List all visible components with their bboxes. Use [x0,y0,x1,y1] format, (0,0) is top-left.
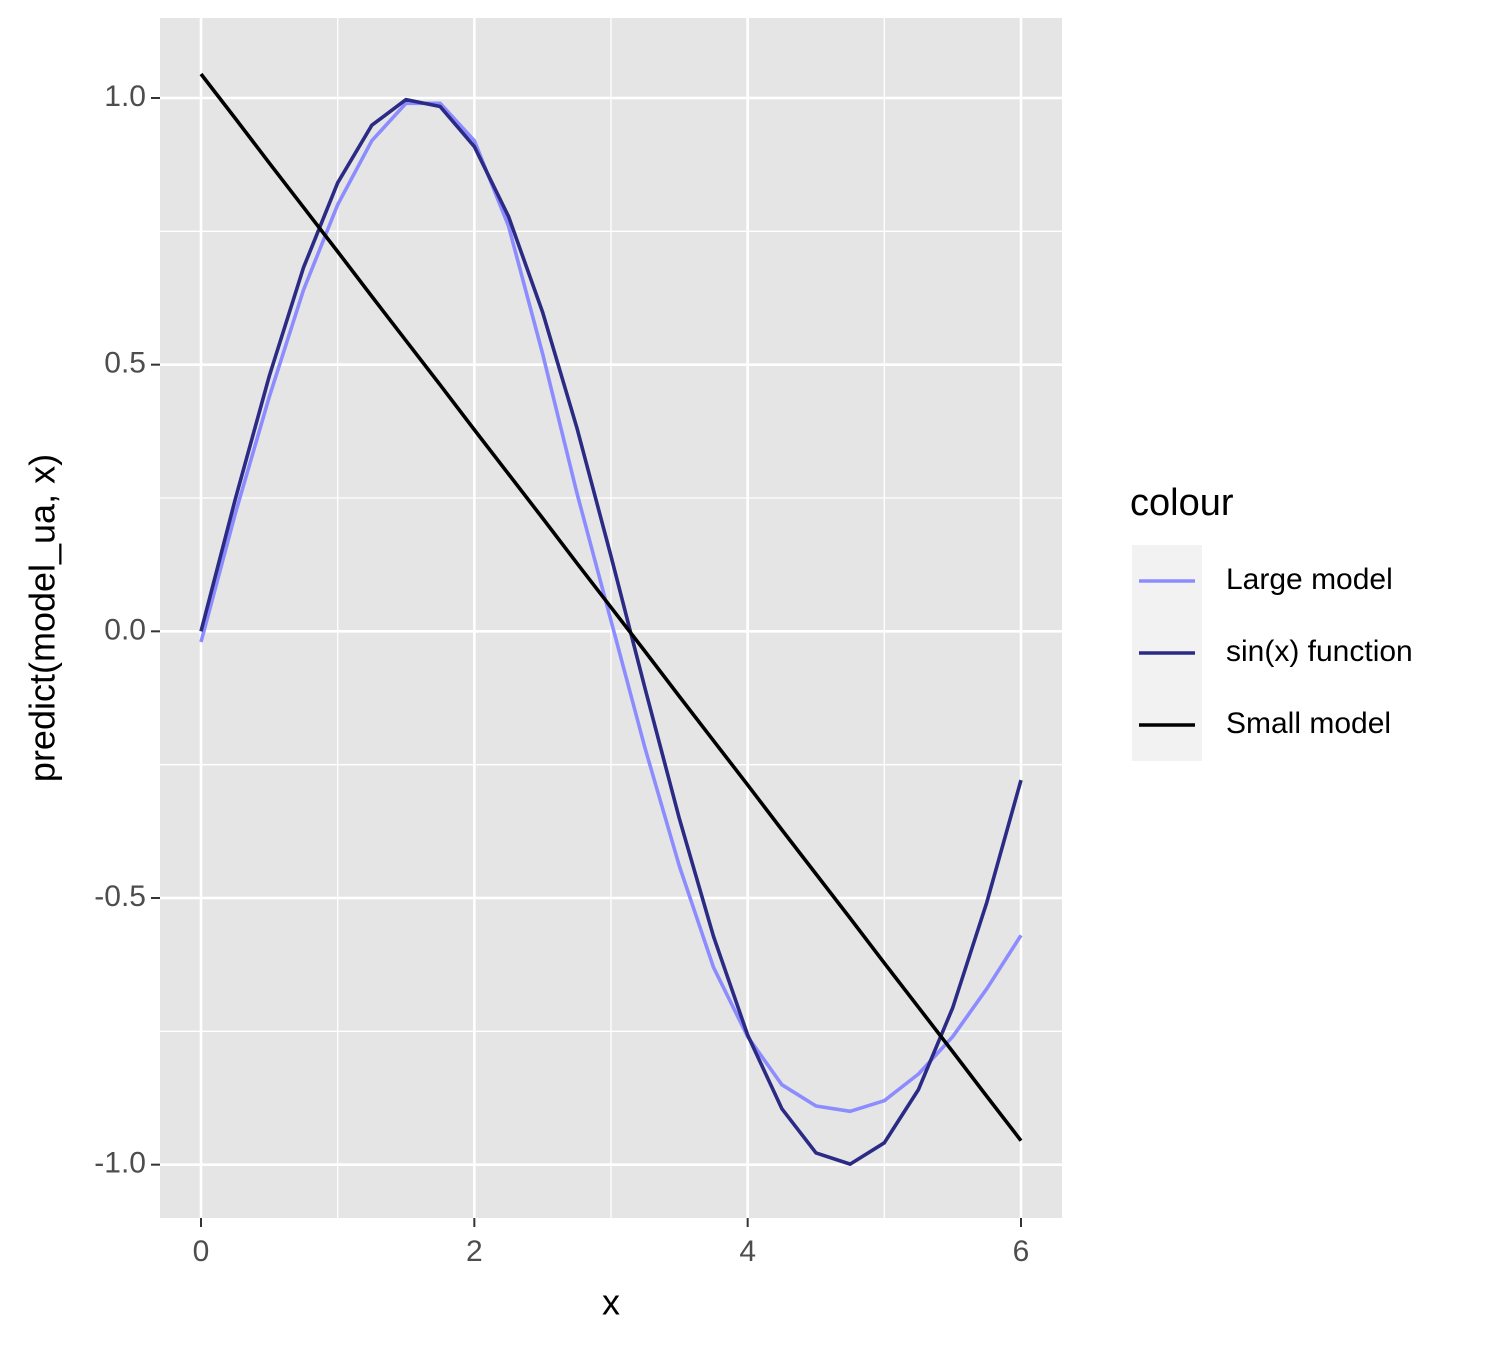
y-axis-title: predict(model_ua, x) [22,454,63,782]
y-tick-label: -0.5 [94,880,146,913]
x-tick-label: 4 [739,1235,756,1268]
y-tick-label: -1.0 [94,1147,146,1180]
legend-label: Small model [1226,707,1391,740]
x-tick-label: 0 [193,1235,210,1268]
y-tick-label: 1.0 [104,80,146,113]
x-axis-title: x [602,1282,620,1323]
legend-title: colour [1130,482,1234,524]
x-tick-label: 2 [466,1235,483,1268]
line [199,72,1023,1142]
y-tick-label: 0.5 [104,347,146,380]
line [199,97,1023,1166]
x-tick-label: 6 [1013,1235,1030,1268]
legend-label: Large model [1226,563,1393,596]
line [199,101,1023,1114]
y-tick-label: 0.0 [104,613,146,646]
legend-label: sin(x) function [1226,635,1413,668]
